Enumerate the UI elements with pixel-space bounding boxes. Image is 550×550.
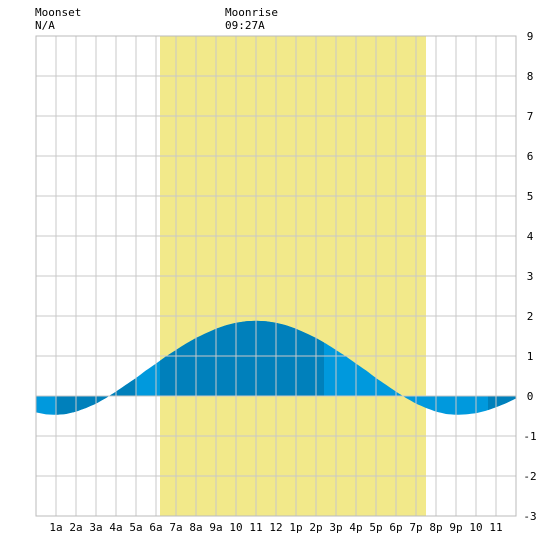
x-tick-label: 12 xyxy=(269,521,282,534)
y-tick-label: 3 xyxy=(527,270,534,283)
y-tick-label: 9 xyxy=(527,30,534,43)
x-tick-label: 11 xyxy=(489,521,502,534)
x-tick-label: 2a xyxy=(69,521,82,534)
y-tick-label: 4 xyxy=(527,230,534,243)
plot-frame xyxy=(35,35,517,517)
moonrise-title: Moonrise xyxy=(225,6,278,19)
y-tick-label: 6 xyxy=(527,150,534,163)
x-tick-label: 3a xyxy=(89,521,102,534)
x-tick-label: 1a xyxy=(49,521,62,534)
x-tick-label: 1p xyxy=(289,521,302,534)
x-tick-label: 5a xyxy=(129,521,142,534)
x-tick-label: 9p xyxy=(449,521,462,534)
x-tick-label: 9a xyxy=(209,521,222,534)
moonset-title: Moonset xyxy=(35,6,81,19)
y-tick-label: 5 xyxy=(527,190,534,203)
x-tick-label: 3p xyxy=(329,521,342,534)
y-tick-label: 7 xyxy=(527,110,534,123)
x-tick-label: 7a xyxy=(169,521,182,534)
x-tick-label: 11 xyxy=(249,521,262,534)
x-tick-label: 8p xyxy=(429,521,442,534)
x-tick-label: 10 xyxy=(469,521,482,534)
x-tick-label: 10 xyxy=(229,521,242,534)
y-tick-label: -1 xyxy=(523,430,536,443)
x-tick-label: 2p xyxy=(309,521,322,534)
y-tick-label: 0 xyxy=(527,390,534,403)
moonrise-time: 09:27A xyxy=(225,19,265,32)
tide-area-shade-2 xyxy=(160,320,324,396)
y-tick-label: 1 xyxy=(527,350,534,363)
x-tick-label: 6p xyxy=(389,521,402,534)
x-tick-label: 6a xyxy=(149,521,162,534)
x-tick-label: 4p xyxy=(349,521,362,534)
y-tick-label: -2 xyxy=(523,470,536,483)
tide-area-shade-3 xyxy=(488,396,516,411)
y-tick-label: 8 xyxy=(527,70,534,83)
moonset-time: N/A xyxy=(35,19,55,32)
x-tick-label: 8a xyxy=(189,521,202,534)
x-tick-label: 7p xyxy=(409,521,422,534)
y-tick-label: 2 xyxy=(527,310,534,323)
y-tick-label: -3 xyxy=(523,510,536,523)
x-tick-label: 5p xyxy=(369,521,382,534)
x-tick-label: 4a xyxy=(109,521,122,534)
